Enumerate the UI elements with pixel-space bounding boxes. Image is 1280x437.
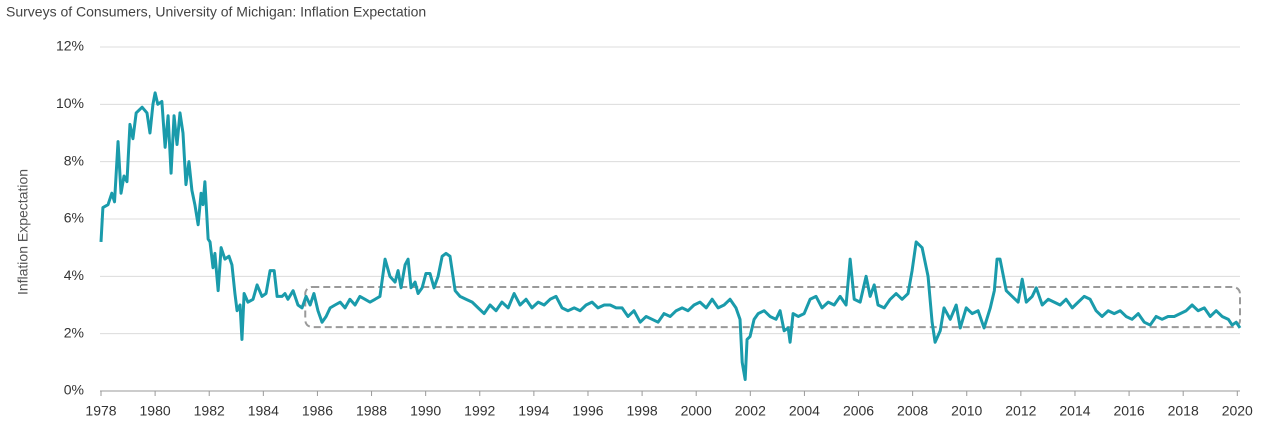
x-tick-label: 2006	[843, 403, 874, 419]
x-tick-label: 1990	[410, 403, 441, 419]
x-tick-label: 1978	[85, 403, 116, 419]
x-tick-label: 1980	[140, 403, 171, 419]
x-tick-label: 1998	[627, 403, 658, 419]
y-tick-label: 4%	[64, 267, 84, 283]
x-tick-label: 2010	[951, 403, 982, 419]
x-tick-label: 2004	[789, 403, 820, 419]
x-tick-label: 1994	[518, 403, 549, 419]
y-tick-label: 12%	[56, 38, 84, 54]
x-tick-label: 2014	[1059, 403, 1090, 419]
y-tick-label: 10%	[56, 95, 84, 111]
y-tick-label: 0%	[64, 382, 84, 398]
y-tick-label: 2%	[64, 324, 84, 340]
x-tick-label: 1988	[356, 403, 387, 419]
x-tick-label: 2000	[681, 403, 712, 419]
x-tick-label: 2002	[735, 403, 766, 419]
x-tick-label: 2016	[1113, 403, 1144, 419]
y-tick-label: 8%	[64, 152, 84, 168]
x-tick-label: 1986	[302, 403, 333, 419]
x-tick-label: 2012	[1005, 403, 1036, 419]
highlight-box	[304, 285, 1242, 329]
x-tick-label: 2018	[1168, 403, 1199, 419]
y-axis-title: Inflation Expectation	[15, 169, 31, 295]
x-tick-label: 1992	[464, 403, 495, 419]
x-tick-label: 2020	[1222, 403, 1253, 419]
x-tick-label: 1984	[248, 403, 279, 419]
x-tick-label: 1982	[194, 403, 225, 419]
x-tick-label: 1996	[572, 403, 603, 419]
y-tick-label: 6%	[64, 210, 84, 226]
x-tick-label: 2008	[897, 403, 928, 419]
data-line	[99, 91, 1242, 382]
chart-title: Surveys of Consumers, University of Mich…	[6, 4, 426, 20]
